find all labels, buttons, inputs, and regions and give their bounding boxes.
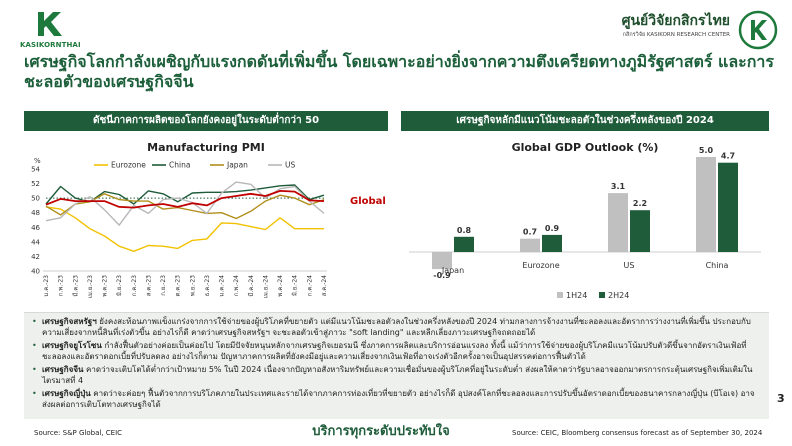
pmi-series-global [45,190,325,209]
pmi-x-tick-3: เม.ย.-23 [87,275,94,298]
gdp-category-china: China [706,261,729,270]
page-number: 3 [777,392,785,405]
left-panel-title: ดัชนีภาคการผลิตของโลกยังคงอยู่ในระดับต่ำ… [24,111,388,131]
gdp-value-us-1h24: 3.1 [611,182,626,191]
pmi-legend-label-us: US [285,161,295,170]
gdp-chart-title: Global GDP Outlook (%) [511,141,659,154]
pmi-x-tick-9: ต.ค.-23 [175,275,182,297]
pmi-y-tick-2: 44 [31,238,40,246]
gdp-value-china-2h24: 4.7 [721,152,735,161]
commentary-text: คาดว่าจะค่อยๆ ฟื้นตัวจากการบริโภคภายในปร… [42,389,755,409]
pmi-x-tick-16: พ.ค.-24 [277,275,284,297]
pmi-y-unit: % [34,157,41,165]
logo-right-title: ศูนย์วิจัยกสิกรไทย [621,13,730,29]
pmi-x-tick-13: ก.พ.-24 [233,275,240,296]
gdp-bar-eurozone-1h24 [520,238,540,252]
pmi-y-tick-7: 54 [31,166,40,174]
pmi-x-tick-14: มี.ค.-24 [247,275,255,297]
commentary-text: คาดว่าจะเติบโตได้ต่ำกว่าเป้าหมาย 5% ในปี… [42,365,753,385]
pmi-line-chart: % 40 42 44 46 48 50 52 54 ม.ค.-23 ก.พ.-23 มี.ค.-23 เ… [31,157,386,298]
commentary-box: เศรษฐกิจสหรัฐฯ ยังคงสะท้อนภาพแข็งแกร่งจา… [24,312,769,419]
commentary-lead: เศรษฐกิจจีน [42,365,84,374]
kresearch-emblem-icon [738,10,778,50]
pmi-series-eurozone [45,206,324,253]
gdp-legend-swatch-1h24 [557,292,563,298]
pmi-x-tick-19: ส.ค.-24 [321,275,328,296]
source-right: Source: CEIC, Bloomberg consensus foreca… [512,429,763,437]
pmi-x-tick-2: มี.ค.-23 [71,275,79,297]
gdp-legend-label-1h24: 1H24 [566,291,587,300]
commentary-lead: เศรษฐกิจยูโรโซน [42,341,102,350]
gdp-value-eurozone-2h24: 0.9 [545,224,560,233]
gdp-bar-japan-2h24 [454,236,474,252]
gdp-value-us-2h24: 2.2 [633,199,647,208]
pmi-x-tick-7: ส.ค.-23 [145,275,152,296]
kasikornthai-logo: KASIKORNTHAI [20,8,81,52]
pmi-x-tick-15: เม.ย.-24 [262,275,269,298]
gdp-category-japan: Japan [441,266,464,275]
pmi-x-tick-8: ก.ย.-23 [160,275,167,296]
commentary-lead: เศรษฐกิจสหรัฐฯ [42,317,97,326]
gdp-category-eurozone: Eurozone [522,261,559,270]
pmi-y-tick-0: 40 [31,268,40,276]
commentary-item: เศรษฐกิจญี่ปุ่น คาดว่าจะค่อยๆ ฟื้นตัวจาก… [32,388,761,410]
pmi-x-tick-0: ม.ค.-23 [43,275,50,297]
gdp-bar-us-2h24 [630,210,650,252]
pmi-y-tick-4: 48 [31,209,40,217]
logo-right-subtitle: กสิกรวิจัย KASIKORN RESEARCH CENTER [622,32,730,38]
commentary-list: เศรษฐกิจสหรัฐฯ ยังคงสะท้อนภาพแข็งแกร่งจา… [32,316,761,410]
pmi-x-tick-6: ก.ค.-23 [131,275,138,296]
gdp-value-china-1h24: 5.0 [699,146,714,155]
commentary-item: เศรษฐกิจจีน คาดว่าจะเติบโตได้ต่ำกว่าเป้า… [32,364,761,386]
pmi-global-annotation: Global [350,196,386,207]
gdp-bar-us-1h24 [608,193,628,252]
source-left: Source: S&P Global, CEIC [34,429,123,437]
gdp-value-japan-2h24: 0.8 [457,226,472,235]
pmi-y-tick-5: 50 [31,195,40,203]
pmi-legend-label-japan: Japan [226,161,248,170]
pmi-x-tick-5: มิ.ย.-23 [116,275,123,296]
gdp-value-eurozone-1h24: 0.7 [523,228,537,237]
pmi-x-tick-12: ม.ค.-24 [219,275,226,297]
gdp-bar-china-2h24 [718,162,738,252]
commentary-text: กำลังฟื้นตัวอย่างค่อยเป็นค่อยไป โดยมีปัจ… [42,341,747,361]
pmi-x-tick-18: ก.ค.-24 [306,275,313,296]
pmi-series-us [45,181,325,226]
pmi-y-tick-6: 52 [31,180,40,188]
gdp-legend-label-2h24: 2H24 [608,291,629,300]
pmi-x-tick-1: ก.พ.-23 [58,275,65,296]
pmi-y-tick-3: 46 [31,224,40,232]
gdp-category-us: US [624,261,635,270]
page-headline: เศรษฐกิจโลกกำลังเผชิญกับแรงกดดันที่เพิ่ม… [24,52,775,91]
commentary-item: เศรษฐกิจยูโรโซน กำลังฟื้นตัวอย่างค่อยเป็… [32,340,761,362]
pmi-x-tick-11: ธ.ค.-23 [204,275,211,296]
pmi-x-tick-10: พ.ย.-23 [189,275,196,296]
gdp-value-japan-1h24: -0.9 [433,271,451,280]
gdp-legend-swatch-2h24 [599,292,605,298]
kasikorn-k-icon [38,12,62,36]
gdp-bar-japan-1h24 [432,252,452,270]
gdp-bar-china-1h24 [696,157,716,252]
footer-slogan: บริการทุกระดับประทับใจ [312,424,450,439]
pmi-legend-label-china: China [169,161,190,170]
pmi-chart-title: Manufacturing PMI [147,141,265,154]
logo-left-text: KASIKORNTHAI [20,41,81,49]
commentary-text: ยังคงสะท้อนภาพแข็งแกร่งจากการใช้จ่ายของผ… [42,317,751,337]
pmi-x-tick-17: มิ.ย.-24 [292,275,299,296]
right-panel-title: เศรษฐกิจหลักมีแนวโน้มชะลอตัวในช่วงครึ่งห… [401,111,769,131]
commentary-item: เศรษฐกิจสหรัฐฯ ยังคงสะท้อนภาพแข็งแกร่งจา… [32,316,761,338]
gdp-bar-chart: -0.9 0.8 Japan 0.7 0.9 Eurozone 3.1 2.2 US 5.0 4.7… [409,146,761,300]
pmi-y-tick-1: 42 [31,253,40,261]
kresearch-logo: ศูนย์วิจัยกสิกรไทย กสิกรวิจัย KASIKORN R… [588,10,778,50]
pmi-legend-label-eurozone: Eurozone [111,161,146,170]
commentary-lead: เศรษฐกิจญี่ปุ่น [42,389,91,398]
pmi-x-tick-4: พ.ค.-23 [102,275,109,297]
gdp-bar-eurozone-2h24 [542,234,562,252]
